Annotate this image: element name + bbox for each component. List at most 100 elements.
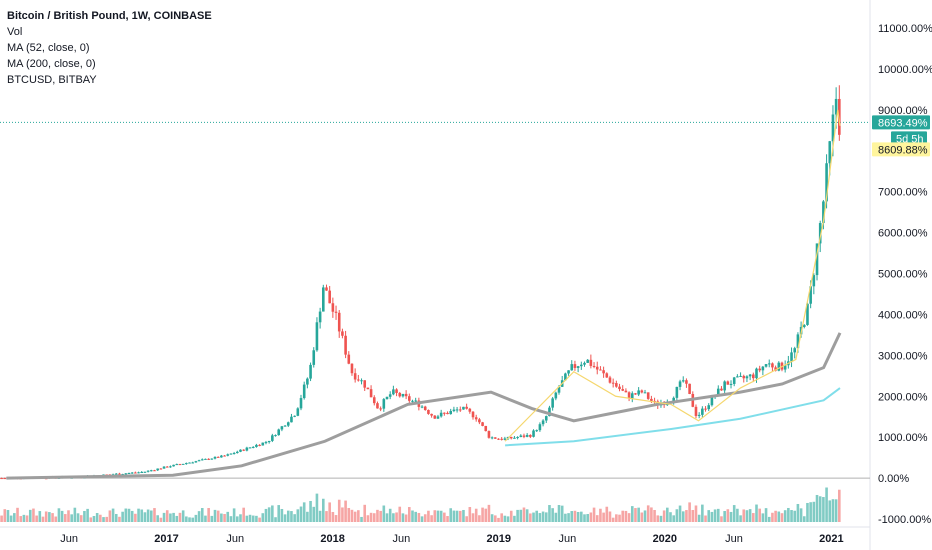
x-tick-label: Jun xyxy=(725,533,743,545)
candle-body xyxy=(564,373,567,381)
candle-body xyxy=(331,303,335,312)
candle-body xyxy=(350,363,354,374)
volume-bar xyxy=(194,514,198,522)
legend-ma52[interactable]: MA (52, close, 0) xyxy=(7,42,90,54)
volume-bar xyxy=(621,510,625,522)
candle-body xyxy=(802,324,806,327)
volume-bar xyxy=(745,510,749,522)
volume-bar xyxy=(48,512,51,522)
candle-body xyxy=(675,386,679,398)
volume-bar xyxy=(618,514,621,522)
candle-body xyxy=(471,411,475,418)
candle-body xyxy=(828,141,832,164)
volume-bar xyxy=(105,516,109,522)
volume-bar xyxy=(640,512,644,522)
candle-body xyxy=(404,393,408,397)
volume-bar xyxy=(513,515,516,522)
volume-bar xyxy=(529,513,532,522)
legend-title: Bitcoin / British Pound, 1W, COINBASE xyxy=(7,10,212,22)
volume-bar xyxy=(490,514,494,522)
candle-body xyxy=(443,412,446,414)
candle-body xyxy=(478,419,481,423)
volume-bar xyxy=(401,513,405,522)
volume-bar xyxy=(548,505,551,522)
ma52-line xyxy=(6,332,842,480)
volume-bar xyxy=(567,513,570,522)
volume-bar xyxy=(417,512,421,522)
volume-bar xyxy=(95,513,99,522)
legend-compare[interactable]: BTCUSD, BITBAY xyxy=(7,74,97,86)
candle-body xyxy=(681,380,685,382)
volume-bar xyxy=(376,509,379,522)
candle-body xyxy=(557,386,561,393)
volume-bar xyxy=(114,513,118,522)
volume-bar xyxy=(54,516,58,522)
candle-body xyxy=(570,364,574,371)
volume-bar xyxy=(28,509,32,522)
y-tick-label: 1000.00% xyxy=(878,432,928,444)
candle-body xyxy=(439,412,443,417)
candle-body xyxy=(637,390,640,395)
compare-price-label[interactable]: 8609.88% xyxy=(872,142,930,157)
volume-bar xyxy=(277,505,281,522)
volume-bar xyxy=(822,497,825,522)
volume-bar xyxy=(516,509,519,522)
legend-ma200[interactable]: MA (200, close, 0) xyxy=(7,58,96,70)
volume-bar xyxy=(427,510,430,522)
candle-body xyxy=(783,365,787,370)
volume-bar xyxy=(573,510,577,522)
candle-body xyxy=(739,375,742,377)
volume-bar xyxy=(251,515,255,522)
candle-body xyxy=(503,438,507,440)
volume-bar xyxy=(248,514,252,522)
volume-bar xyxy=(162,512,166,522)
legend-volume[interactable]: Vol xyxy=(7,26,23,38)
volume-bar xyxy=(691,509,695,522)
candle-body xyxy=(544,416,548,421)
candle-body xyxy=(825,163,828,202)
volume-bar xyxy=(503,515,507,522)
candle-body xyxy=(245,447,249,451)
candle-body xyxy=(500,438,503,440)
chart-legend: Bitcoin / British Pound, 1W, COINBASE Vo… xyxy=(7,8,212,88)
candle-body xyxy=(388,394,392,397)
volume-bar xyxy=(210,515,214,522)
last-price-label[interactable]: 8693.49% xyxy=(872,115,930,130)
candle-body xyxy=(255,444,258,447)
volume-bar xyxy=(223,514,226,522)
candles xyxy=(0,85,841,480)
candle-body xyxy=(181,463,185,465)
candle-body xyxy=(229,453,233,455)
volume-bar xyxy=(764,508,768,522)
volume-bar xyxy=(108,510,112,522)
volume-bar xyxy=(331,511,335,522)
volume-bar xyxy=(99,514,102,522)
svg-text:8693.49%: 8693.49% xyxy=(878,117,928,129)
candle-body xyxy=(239,449,242,452)
candle-body xyxy=(226,454,230,456)
volume-bar xyxy=(229,516,233,522)
volume-bar xyxy=(197,511,201,522)
volume-bar xyxy=(688,502,691,522)
volume-bar xyxy=(220,513,223,522)
volume-bar xyxy=(767,516,771,522)
volume-bar xyxy=(146,509,150,522)
candle-body xyxy=(618,386,621,390)
candle-body xyxy=(220,455,223,458)
volume-bar xyxy=(9,515,13,522)
y-tick-label: 9000.00% xyxy=(878,105,928,117)
volume-bar xyxy=(624,510,628,522)
volume-bar xyxy=(471,513,475,522)
volume-bar xyxy=(726,509,730,522)
x-tick-label: 2020 xyxy=(653,533,677,545)
candle-body xyxy=(694,406,698,416)
volume-bar xyxy=(468,506,472,522)
volume-bar xyxy=(736,508,739,522)
y-tick-label: 2000.00% xyxy=(878,391,928,403)
candle-body xyxy=(188,462,191,464)
candle-body xyxy=(213,456,217,459)
volume-bar xyxy=(605,506,609,522)
candle-body xyxy=(379,408,382,410)
